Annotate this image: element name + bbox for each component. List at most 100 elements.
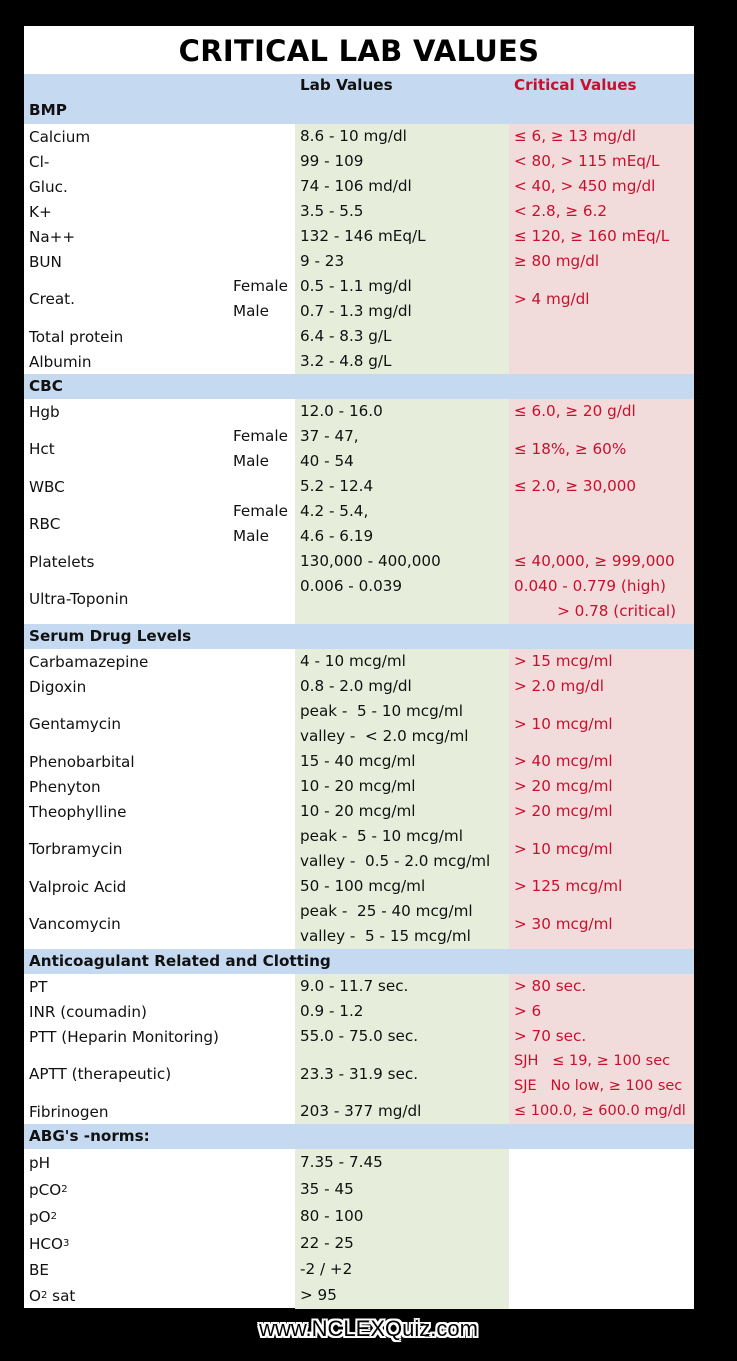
- lab-value: 3.2 - 4.8 g/L: [300, 352, 392, 370]
- test-name: BE: [29, 1260, 50, 1279]
- test-name: Digoxin: [29, 677, 87, 696]
- critical-value: > 2.0 mg/dl: [514, 677, 604, 695]
- critical-value: > 20 mcg/ml: [514, 802, 613, 820]
- table-row: K+ 3.5 - 5.5 < 2.8, ≥ 6.2: [24, 199, 694, 224]
- section-bmp: BMP: [29, 101, 67, 119]
- lab-value: 35 - 45: [300, 1180, 354, 1198]
- test-name: BUN: [29, 252, 62, 271]
- critical-value: < 40, > 450 mg/dl: [514, 177, 656, 195]
- critical-value-sjh: SJH ≤ 19, ≥ 100 sec: [514, 1053, 671, 1069]
- table-row: Total protein 6.4 - 8.3 g/L: [24, 324, 694, 349]
- test-name: Gentamycin: [29, 715, 121, 733]
- table-row: Gluc. 74 - 106 md/dl < 40, > 450 mg/dl: [24, 174, 694, 199]
- lab-value: 99 - 109: [300, 152, 364, 170]
- lab-value: 23.3 - 31.9 sec.: [300, 1064, 419, 1083]
- test-name: Gluc.: [29, 177, 68, 196]
- critical-value: > 30 mcg/ml: [514, 914, 613, 933]
- critical-value: > 6: [514, 1002, 542, 1020]
- critical-value: > 10 mcg/ml: [514, 714, 613, 733]
- table-row: Valproic Acid 50 - 100 mcg/ml > 125 mcg/…: [24, 874, 694, 899]
- test-name: Fibrinogen: [29, 1102, 109, 1121]
- test-name: pO 2: [29, 1207, 57, 1226]
- critical-value: > 70 sec.: [514, 1027, 587, 1045]
- section-abg-norms: ABG's -norms:: [24, 1124, 694, 1149]
- table-row: WBC 5.2 - 12.4 ≤ 2.0, ≥ 30,000: [24, 474, 694, 499]
- table-row: INR (coumadin) 0.9 - 1.2 > 6: [24, 999, 694, 1024]
- table-row: Ultra-Toponin 0.006 - 0.039 0.040 - 0.77…: [24, 574, 694, 624]
- lab-value-male: 4.6 - 6.19: [300, 527, 374, 545]
- table-row: Theophylline 10 - 20 mcg/ml > 20 mcg/ml: [24, 799, 694, 824]
- table-row: BUN 9 - 23 ≥ 80 mg/dl: [24, 249, 694, 274]
- test-name: Calcium: [29, 127, 91, 146]
- critical-value: < 80, > 115 mEq/L: [514, 152, 660, 170]
- female-label: Female: [233, 277, 288, 295]
- table-row: RBC Female Male 4.2 - 5.4, 4.6 - 6.19: [24, 499, 694, 549]
- section-cbc: CBC: [24, 374, 694, 399]
- critical-value: > 15 mcg/ml: [514, 652, 613, 670]
- critical-value: ≤ 2.0, ≥ 30,000: [514, 477, 637, 495]
- test-name: Albumin: [29, 352, 92, 371]
- test-name: Torbramycin: [29, 840, 123, 858]
- table-row: Na++ 132 - 146 mEq/L ≤ 120, ≥ 160 mEq/L: [24, 224, 694, 249]
- page-title: CRITICAL LAB VALUES: [178, 34, 540, 68]
- test-name: Hgb: [29, 402, 60, 421]
- test-name: pCO 2: [29, 1180, 68, 1199]
- test-name: Hct: [29, 440, 55, 458]
- critical-value: ≤ 18%, ≥ 60%: [514, 439, 627, 458]
- lab-value: 0.006 - 0.039: [300, 577, 403, 595]
- critical-value: ≤ 6, ≥ 13 mg/dl: [514, 127, 636, 145]
- lab-value: 6.4 - 8.3 g/L: [300, 327, 392, 345]
- test-name: HCO 3: [29, 1234, 70, 1253]
- lab-value: 4 - 10 mcg/ml: [300, 652, 406, 670]
- critical-value: ≤ 40,000, ≥ 999,000: [514, 552, 675, 570]
- table-row: Torbramycin peak - 5 - 10 mcg/ml valley …: [24, 824, 694, 874]
- male-label: Male: [233, 527, 269, 545]
- test-name: pH: [29, 1153, 51, 1172]
- lab-value-female: 37 - 47,: [300, 427, 359, 445]
- critical-value: > 125 mcg/ml: [514, 877, 623, 895]
- critical-values-column-header: Critical Values: [514, 76, 637, 94]
- table-row: Hct Female Male 37 - 47, 40 - 54 ≤ 18%, …: [24, 424, 694, 474]
- table-row: pO 2 80 - 100: [24, 1203, 694, 1230]
- test-name: Platelets: [29, 552, 95, 571]
- critical-value: ≤ 6.0, ≥ 20 g/dl: [514, 402, 636, 420]
- lab-value: 74 - 106 md/dl: [300, 177, 412, 195]
- lab-value: 0.8 - 2.0 mg/dl: [300, 677, 412, 695]
- table-row: Phenyton 10 - 20 mcg/ml > 20 mcg/ml: [24, 774, 694, 799]
- table-row: Albumin 3.2 - 4.8 g/L: [24, 349, 694, 374]
- critical-value: > 20 mcg/ml: [514, 777, 613, 795]
- table-row: Cl- 99 - 109 < 80, > 115 mEq/L: [24, 149, 694, 174]
- table-row: pH 7.35 - 7.45: [24, 1149, 694, 1176]
- lab-value: 22 - 25: [300, 1234, 354, 1252]
- lab-value: 5.2 - 12.4: [300, 477, 374, 495]
- section-anticoagulant-clotting: Anticoagulant Related and Clotting: [24, 949, 694, 974]
- test-name: Vancomycin: [29, 915, 121, 933]
- female-label: Female: [233, 427, 288, 445]
- test-name: Na++: [29, 227, 76, 246]
- lab-value: 8.6 - 10 mg/dl: [300, 127, 407, 145]
- critical-value-sje: SJE No low, ≥ 100 sec: [514, 1078, 683, 1094]
- test-name: INR (coumadin): [29, 1002, 147, 1021]
- table-row: Digoxin 0.8 - 2.0 mg/dl > 2.0 mg/dl: [24, 674, 694, 699]
- lab-value: 55.0 - 75.0 sec.: [300, 1027, 419, 1045]
- lab-value-peak: peak - 25 - 40 mcg/ml: [300, 902, 473, 920]
- male-label: Male: [233, 452, 269, 470]
- test-name: WBC: [29, 477, 65, 496]
- test-name: K+: [29, 202, 52, 221]
- test-name: PT: [29, 977, 48, 996]
- table-row: APTT (therapeutic) 23.3 - 31.9 sec. SJH …: [24, 1049, 694, 1099]
- lab-value-valley: valley - < 2.0 mcg/ml: [300, 727, 469, 745]
- lab-value-female: 0.5 - 1.1 mg/dl: [300, 277, 412, 295]
- table-row: Carbamazepine 4 - 10 mcg/ml > 15 mcg/ml: [24, 649, 694, 674]
- test-name: RBC: [29, 515, 61, 533]
- table-row: HCO 3 22 - 25: [24, 1230, 694, 1257]
- website-url: www.NCLEXQuiz.com: [259, 1316, 478, 1341]
- lab-value: -2 / +2: [300, 1260, 353, 1278]
- lab-value: 0.9 - 1.2: [300, 1002, 364, 1020]
- lab-value: 80 - 100: [300, 1207, 364, 1225]
- table-row: Creat. Female Male 0.5 - 1.1 mg/dl 0.7 -…: [24, 274, 694, 324]
- test-name: Creat.: [29, 290, 75, 308]
- test-name: APTT (therapeutic): [29, 1065, 172, 1083]
